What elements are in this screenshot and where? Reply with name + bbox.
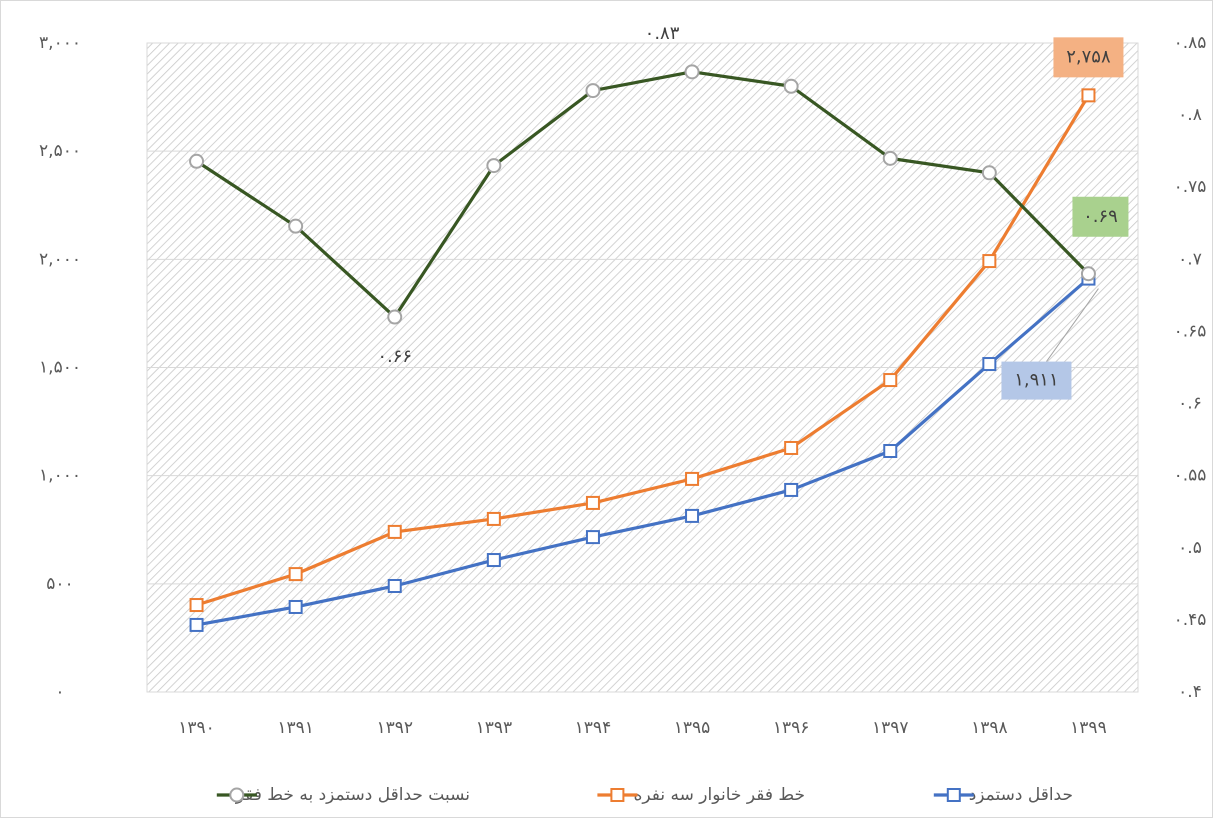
marker	[288, 567, 303, 582]
data-label: ۱,۹۱۱	[1014, 370, 1058, 391]
legend-label: خط فقر خانوار سه نفره	[634, 785, 805, 805]
x-tick-label: ۱۳۹۵	[674, 718, 711, 738]
x-tick-label: ۱۳۹۴	[575, 718, 612, 738]
y-tick-label: ۳,۰۰۰	[39, 33, 81, 53]
data-label: ۰.۸۳	[645, 23, 680, 44]
series-line	[196, 277, 1090, 627]
marker	[585, 83, 601, 99]
marker	[982, 357, 997, 372]
marker	[685, 471, 700, 486]
marker	[883, 373, 898, 388]
marker	[387, 578, 402, 593]
legend-label: نسبت حداقل دستمزد به خط فقر	[235, 785, 470, 805]
y2-tick-label: ۰.۵	[1178, 538, 1202, 558]
marker	[981, 165, 997, 181]
x-tick-label: ۱۳۹۹	[1070, 718, 1107, 738]
marker	[1081, 88, 1096, 103]
y2-tick-label: ۰.۷	[1178, 249, 1202, 269]
y2-tick-label: ۰.۵۵	[1174, 466, 1207, 486]
marker	[486, 553, 501, 568]
y-tick-label: ۰	[55, 682, 64, 702]
data-label: ۰.۶۹	[1083, 206, 1118, 227]
marker	[585, 495, 600, 510]
marker	[189, 598, 204, 613]
label-box	[1001, 361, 1072, 400]
y-tick-label: ۱,۰۰۰	[39, 466, 81, 486]
y2-tick-label: ۰.۶	[1178, 394, 1202, 414]
data-label: ۰.۶۶	[377, 346, 412, 367]
marker	[784, 440, 799, 455]
label-box	[1053, 37, 1124, 78]
series-line	[196, 94, 1090, 607]
marker	[783, 78, 799, 94]
y2-tick-label: ۰.۴۵	[1174, 610, 1207, 630]
label-leader	[1046, 288, 1099, 362]
marker	[486, 158, 502, 174]
y2-tick-label: ۰.۸	[1178, 105, 1202, 125]
x-tick-label: ۱۳۹۱	[277, 718, 314, 738]
data-label: ۲,۷۵۸	[1066, 46, 1111, 67]
legend-marker	[229, 787, 245, 803]
x-tick-label: ۱۳۹۶	[773, 718, 810, 738]
y2-tick-label: ۰.۷۵	[1174, 177, 1207, 197]
marker	[882, 150, 898, 166]
x-tick-label: ۱۳۹۸	[971, 718, 1008, 738]
x-tick-label: ۱۳۹۷	[872, 718, 909, 738]
marker	[1080, 266, 1096, 282]
marker	[585, 530, 600, 545]
y-tick-label: ۲,۰۰۰	[39, 249, 81, 269]
marker	[288, 599, 303, 614]
marker	[189, 617, 204, 632]
legend-label: حداقل دستمزد	[969, 785, 1073, 805]
y-tick-label: ۱,۵۰۰	[39, 358, 81, 378]
legend-marker	[610, 788, 625, 802]
marker	[883, 444, 898, 459]
marker	[486, 511, 501, 526]
legend-marker	[946, 788, 961, 802]
series-line	[195, 70, 1090, 319]
x-tick-label: ۱۳۹۳	[476, 718, 513, 738]
marker	[387, 524, 402, 539]
marker	[387, 309, 403, 325]
y2-tick-label: ۰.۶۵	[1174, 321, 1207, 341]
marker	[982, 254, 997, 269]
y-tick-label: ۵۰۰	[46, 574, 73, 594]
label-box	[1072, 196, 1129, 237]
marker	[784, 482, 799, 497]
y2-tick-label: ۰.۸۵	[1174, 33, 1207, 53]
marker	[684, 64, 700, 80]
marker	[189, 153, 205, 169]
marker	[288, 218, 304, 234]
x-tick-label: ۱۳۹۰	[178, 718, 215, 738]
marker	[685, 508, 700, 523]
x-tick-label: ۱۳۹۲	[376, 718, 413, 738]
y-tick-label: ۲,۵۰۰	[39, 141, 81, 161]
y2-tick-label: ۰.۴	[1178, 682, 1202, 702]
